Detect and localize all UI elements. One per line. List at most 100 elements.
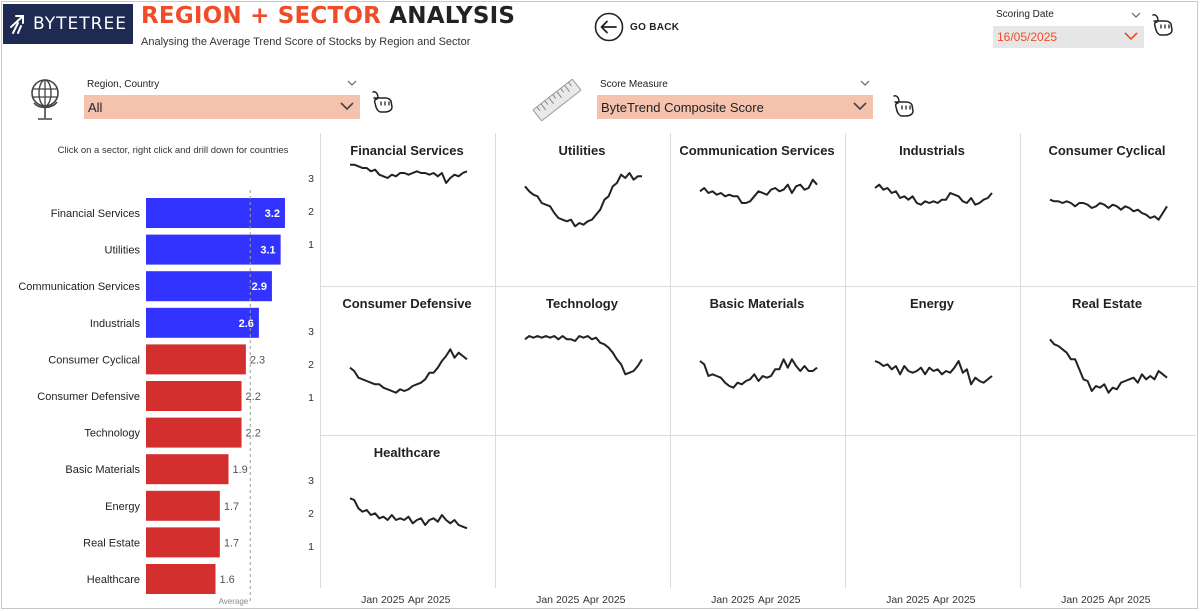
bar-value-label: 2.3 (250, 354, 265, 366)
bar-utilities[interactable] (146, 234, 281, 265)
x-tick-label: Apr 2025 (932, 594, 976, 606)
grid-line (1020, 133, 1021, 588)
bar-energy[interactable] (146, 490, 220, 521)
bar-category-label: Energy (105, 501, 140, 513)
x-tick-label: Apr 2025 (757, 594, 801, 606)
x-tick-label: Jan 2025 (361, 594, 405, 606)
grid-line (495, 133, 496, 588)
bar-value-label: 1.7 (224, 537, 239, 549)
average-label: Average (219, 597, 249, 606)
bar-category-label: Consumer Defensive (37, 391, 140, 403)
measure-label: Score Measure (600, 79, 668, 90)
panel-title-consumer-defensive: Consumer Defensive (342, 296, 472, 311)
y-tick-label: 1 (308, 392, 314, 405)
y-tick-label: 1 (308, 239, 314, 252)
bar-category-label: Communication Services (18, 281, 140, 293)
bar-value-label: 2.9 (252, 281, 267, 293)
bar-category-label: Industrials (90, 318, 141, 330)
bar-communication-services[interactable] (146, 271, 272, 302)
grid-line (320, 286, 1196, 287)
bar-real-estate[interactable] (146, 527, 220, 558)
bar-category-label: Utilities (105, 245, 141, 257)
sector-bar-chart[interactable]: Financial Services 3.2 Utilities 3.1 Communi… (0, 190, 320, 610)
panel-title-technology: Technology (546, 296, 618, 311)
bar-financial-services[interactable] (146, 198, 285, 228)
panel-title-energy: Energy (909, 296, 955, 311)
title-accent: REGION + SECTOR (141, 3, 382, 29)
panel-title-basic-materials: Basic Materials (709, 296, 805, 311)
chevron-down-icon (1124, 32, 1138, 41)
panel-title-healthcare: Healthcare (373, 445, 441, 460)
bytetree-logo[interactable]: BYTETREE (3, 4, 133, 44)
bar-basic-materials[interactable] (146, 454, 229, 485)
grid-line (320, 435, 1196, 436)
panel-title-communication-services: Communication Services (679, 143, 835, 158)
pointing-hand-icon (372, 91, 393, 113)
region-dropdown[interactable]: All (84, 95, 360, 119)
y-tick-label: 3 (308, 325, 314, 338)
pointing-hand-icon (893, 95, 914, 117)
scoring-date-label: Scoring Date (996, 9, 1054, 20)
x-tick-label: Apr 2025 (407, 594, 451, 606)
panel-title-financial-services: Financial Services (350, 143, 464, 158)
x-tick-label: Jan 2025 (536, 594, 580, 606)
ruler-icon (532, 78, 582, 122)
globe-icon (31, 79, 59, 120)
bar-technology[interactable] (146, 417, 242, 448)
region-label: Region, Country (87, 79, 160, 90)
x-tick-label: Apr 2025 (1107, 594, 1151, 606)
bar-value-label: 3.1 (260, 245, 275, 257)
back-arrow-circle-icon (594, 12, 624, 42)
panel-title-utilities: Utilities (558, 143, 606, 158)
bytetree-logo-icon (10, 15, 25, 34)
chevron-down-icon[interactable] (347, 80, 357, 86)
bar-consumer-cyclical[interactable] (146, 344, 246, 375)
scoring-date-value: 16/05/2025 (997, 30, 1058, 44)
title-rest: ANALYSIS (389, 3, 516, 29)
bar-value-label: 2.2 (246, 428, 261, 440)
bar-healthcare[interactable] (146, 564, 216, 594)
x-tick-label: Jan 2025 (886, 594, 930, 606)
pointing-hand-icon (1152, 14, 1173, 36)
chevron-down-icon[interactable] (1131, 12, 1141, 18)
bar-category-label: Real Estate (83, 537, 140, 549)
scoring-date-dropdown[interactable]: 16/05/2025 (993, 26, 1144, 48)
go-back-button[interactable]: GO BACK (594, 12, 679, 42)
bar-industrials[interactable] (146, 307, 259, 338)
bar-value-label: 1.6 (219, 574, 234, 586)
y-tick-label: 2 (308, 206, 314, 218)
y-tick-label: 1 (308, 541, 314, 554)
go-back-label: GO BACK (630, 21, 680, 33)
bar-category-label: Basic Materials (65, 464, 140, 476)
bar-category-label: Healthcare (87, 574, 140, 586)
panel-title-consumer-cyclical: Consumer Cyclical (1048, 143, 1166, 158)
x-tick-label: Jan 2025 (711, 594, 755, 606)
y-tick-label: 2 (308, 359, 314, 371)
page-title: REGION + SECTOR ANALYSIS (141, 3, 515, 29)
bar-consumer-defensive[interactable] (146, 381, 242, 411)
chevron-down-icon (340, 102, 354, 111)
sector-trend-grid (320, 133, 1196, 588)
bar-value-label: 2.2 (246, 391, 261, 403)
bar-value-label: 1.9 (233, 464, 248, 476)
chevron-down-icon[interactable] (860, 80, 870, 86)
x-tick-label: Apr 2025 (582, 594, 626, 606)
panel-title-industrials: Industrials (899, 143, 965, 158)
measure-value: ByteTrend Composite Score (601, 99, 764, 115)
bar-chart-caption: Click on a sector, right click and drill… (57, 145, 289, 156)
x-tick-label: Jan 2025 (1061, 594, 1105, 606)
measure-dropdown[interactable]: ByteTrend Composite Score (597, 95, 873, 119)
panel-title-real-estate: Real Estate (1071, 296, 1143, 311)
chevron-down-icon (853, 102, 867, 111)
y-tick-label: 2 (308, 508, 314, 520)
y-tick-label: 3 (308, 474, 314, 487)
logo-text: BYTETREE (33, 14, 127, 34)
bar-category-label: Consumer Cyclical (48, 354, 140, 366)
region-value: All (88, 99, 103, 115)
bar-value-label: 2.6 (239, 318, 254, 330)
grid-line (320, 133, 321, 588)
bar-value-label: 3.2 (265, 208, 280, 220)
page-subtitle: Analysing the Average Trend Score of Sto… (141, 36, 471, 48)
grid-line (845, 133, 846, 588)
